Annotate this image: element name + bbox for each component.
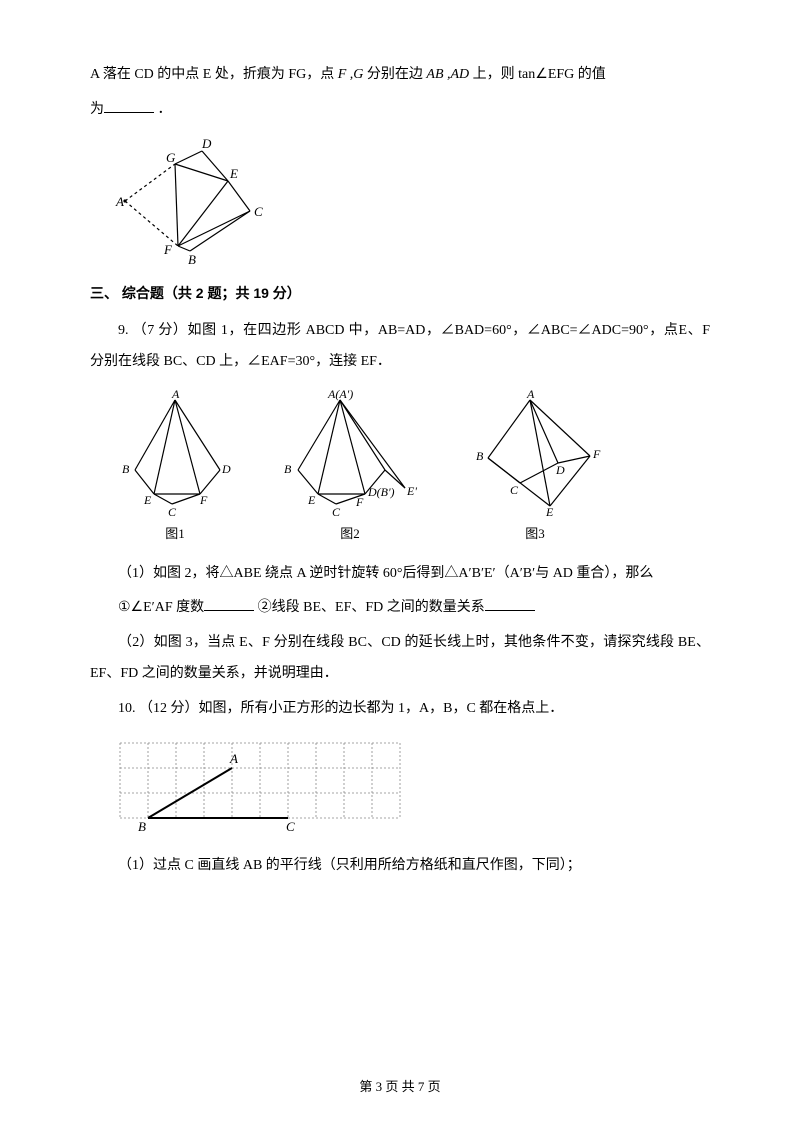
q9-fig3: A B D C E F 图3 — [460, 388, 610, 549]
svg-text:B: B — [284, 462, 292, 476]
svg-text:A: A — [171, 388, 180, 401]
q8-text-b: 分别在边 — [367, 67, 427, 82]
svg-text:A: A — [526, 388, 535, 401]
q9-blank2 — [485, 597, 535, 611]
q9-fig2-svg: A(A') B E C F D(B') E' — [270, 388, 430, 518]
svg-text:D: D — [201, 136, 212, 151]
svg-text:D: D — [221, 462, 231, 476]
q9-fig1-svg: A B D E C F — [110, 388, 240, 518]
svg-text:B: B — [188, 252, 196, 266]
svg-text:F: F — [199, 493, 208, 507]
q9-blank1 — [204, 597, 254, 611]
svg-text:A: A — [229, 751, 238, 766]
q9-fig2: A(A') B E C F D(B') E' 图2 — [270, 388, 430, 549]
section3-title: 三、 综合题（共 2 题；共 19 分） — [90, 278, 710, 309]
q9-fig3-svg: A B D C E F — [460, 388, 610, 518]
q8-math1: F ,G — [338, 67, 364, 82]
q9-p1b-a: ①∠E′AF 度数 — [118, 600, 204, 615]
svg-text:E: E — [545, 505, 554, 518]
q9-stem: 9. （7 分）如图 1，在四边形 ABCD 中，AB=AD，∠BAD=60°，… — [90, 316, 710, 378]
q8-text-a: A 落在 CD 的中点 E 处，折痕为 FG，点 — [90, 67, 338, 82]
q9-p2: （2）如图 3，当点 E、F 分别在线段 BC、CD 的延长线上时，其他条件不变… — [90, 628, 710, 690]
svg-text:B: B — [476, 449, 484, 463]
q8-diagram: A D G E C F B — [110, 136, 280, 266]
svg-text:D(B'): D(B') — [367, 485, 395, 499]
svg-text:C: C — [254, 204, 263, 219]
q9-p1a: （1）如图 2，将△ABE 绕点 A 逆时针旋转 60°后得到△A′B′E′（A… — [90, 559, 710, 590]
q8-line1: A 落在 CD 的中点 E 处，折痕为 FG，点 F ,G 分别在边 AB ,A… — [90, 60, 710, 91]
q9-fig3-caption: 图3 — [525, 520, 545, 549]
svg-text:E: E — [229, 166, 238, 181]
svg-text:A(A'): A(A') — [327, 388, 353, 401]
svg-text:E: E — [143, 493, 152, 507]
q8-figure: A D G E C F B — [110, 136, 710, 266]
q8-line2-end: ． — [154, 102, 172, 117]
svg-text:C: C — [168, 505, 177, 518]
q10-grid-svg: A B C — [110, 733, 410, 843]
svg-text:A: A — [115, 194, 124, 209]
q10-p1: （1）过点 C 画直线 AB 的平行线（只利用所给方格纸和直尺作图，下同）； — [90, 851, 710, 882]
svg-text:D: D — [555, 463, 565, 477]
page-footer: 第 3 页 共 7 页 — [0, 1073, 800, 1102]
q8-text-c: 上，则 — [473, 67, 519, 82]
q8-line2-text: 为 — [90, 102, 104, 117]
q10-figure: A B C — [110, 733, 710, 843]
q10-stem: 10. （12 分）如图，所有小正方形的边长都为 1，A，B，C 都在格点上． — [90, 694, 710, 725]
svg-text:G: G — [166, 150, 176, 165]
q8-math3: tan∠EFG — [518, 67, 574, 82]
svg-text:B: B — [122, 462, 130, 476]
q9-p1b: ①∠E′AF 度数 ②线段 BE、EF、FD 之间的数量关系 — [90, 593, 710, 624]
q9-fig1-caption: 图1 — [165, 520, 185, 549]
q9-p1b-b: ②线段 BE、EF、FD 之间的数量关系 — [258, 600, 485, 615]
q8-math2: AB ,AD — [426, 67, 469, 82]
svg-text:C: C — [286, 819, 295, 834]
q8-text-d: 的值 — [578, 67, 606, 82]
q9-figures: A B D E C F 图1 — [110, 388, 710, 549]
svg-text:F: F — [592, 447, 601, 461]
q9-fig2-caption: 图2 — [340, 520, 360, 549]
svg-text:C: C — [510, 483, 519, 497]
svg-text:F: F — [355, 495, 364, 509]
q8-line2: 为 ． — [90, 95, 710, 126]
svg-text:E': E' — [406, 484, 417, 498]
q9-fig1: A B D E C F 图1 — [110, 388, 240, 549]
svg-text:E: E — [307, 493, 316, 507]
svg-text:F: F — [163, 242, 173, 257]
svg-text:C: C — [332, 505, 341, 518]
q8-blank — [104, 99, 154, 113]
svg-text:B: B — [138, 819, 146, 834]
